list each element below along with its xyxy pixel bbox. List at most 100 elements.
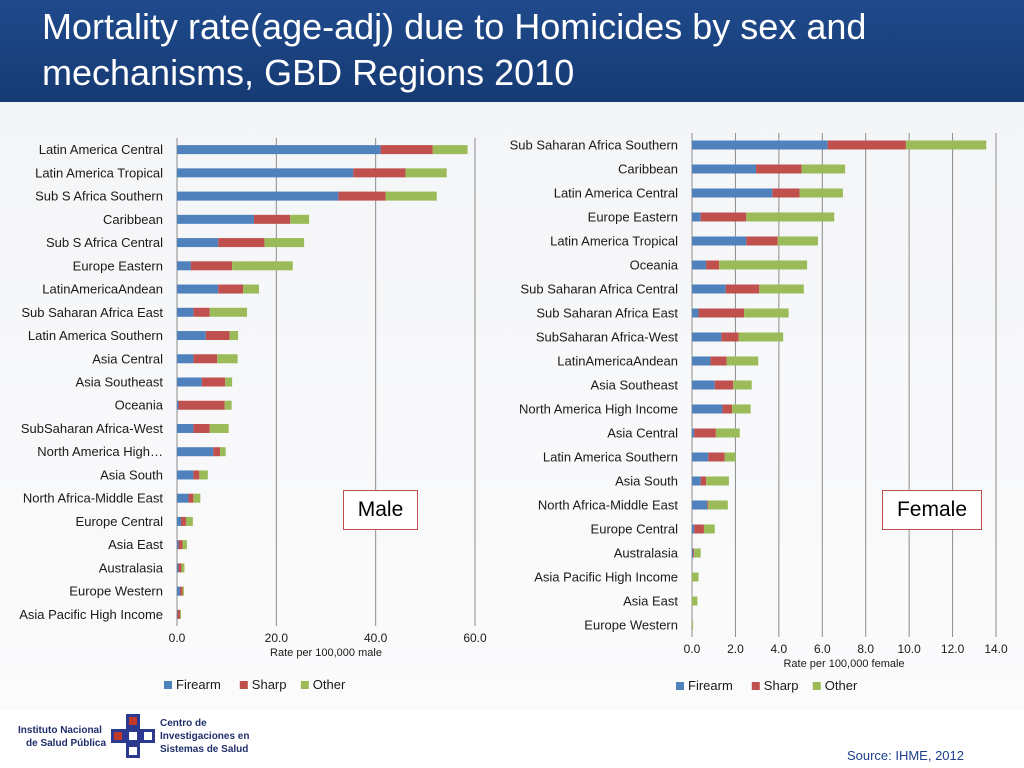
female-bar-other <box>692 596 698 606</box>
male-category-label: Europe Central <box>76 514 164 529</box>
male-bar-other <box>432 145 468 155</box>
male-bar-firearm <box>177 145 381 155</box>
male-bar-firearm <box>177 168 354 178</box>
female-tick-label: 6.0 <box>814 642 831 656</box>
male-bar-sharp <box>193 423 210 433</box>
male-legend-label: Firearm <box>176 677 221 692</box>
female-bar-firearm <box>692 452 709 462</box>
male-bar-firearm <box>177 238 219 248</box>
insp-name-line1: Instituto Nacional <box>18 725 102 736</box>
male-category-label: Sub Saharan Africa East <box>21 305 163 320</box>
male-bar-other <box>225 377 233 387</box>
male-bar-firearm <box>177 284 219 294</box>
female-bar-other <box>759 284 804 294</box>
male-bar-other <box>182 586 184 596</box>
female-category-label: North America High Income <box>519 402 678 417</box>
male-bar-other <box>243 284 259 294</box>
male-bar-firearm <box>177 447 214 457</box>
male-category-label: Asia Central <box>92 351 163 366</box>
female-category-label: Asia Southeast <box>591 378 679 393</box>
male-bar-sharp <box>253 214 291 224</box>
female-bar-sharp <box>694 524 704 534</box>
female-bar-sharp <box>708 452 725 462</box>
male-bar-other <box>224 400 232 410</box>
male-bar-sharp <box>205 331 230 341</box>
male-bar-firearm <box>177 493 189 503</box>
content-background <box>0 102 1024 710</box>
male-bar-other <box>209 423 229 433</box>
female-bar-sharp <box>698 308 745 318</box>
male-legend-swatch <box>239 681 248 689</box>
female-bar-other <box>692 572 699 582</box>
male-category-label: North America High… <box>37 444 163 459</box>
male-bar-sharp <box>190 261 233 271</box>
female-axis-title: Rate per 100,000 female <box>783 658 904 670</box>
male-bar-sharp <box>177 609 180 619</box>
female-category-label: Europe Eastern <box>588 210 678 225</box>
female-bar-sharp <box>700 476 707 486</box>
slide-title: Mortality rate(age-adj) due to Homicides… <box>42 6 867 93</box>
female-bar-other <box>724 452 736 462</box>
female-category-label: Australasia <box>614 546 679 561</box>
institution-logo: Instituto Nacional de Salud Pública Cent… <box>14 712 264 764</box>
male-bar-firearm <box>177 586 180 596</box>
female-bar-firearm <box>692 356 711 366</box>
title-bar: Mortality rate(age-adj) due to Homicides… <box>0 0 1024 102</box>
female-bar-firearm <box>692 428 695 438</box>
female-bar-sharp <box>707 500 709 510</box>
male-bar-other <box>229 331 239 341</box>
female-category-label: Latin America Tropical <box>550 234 678 249</box>
female-category-label: Asia Pacific High Income <box>534 570 678 585</box>
male-bar-sharp <box>380 145 433 155</box>
male-category-label: Latin America Tropical <box>35 165 163 180</box>
female-category-label: Sub Saharan Africa Central <box>520 282 678 297</box>
female-bar-sharp <box>693 548 695 558</box>
female-bar-sharp <box>827 140 906 150</box>
male-bar-sharp <box>218 284 244 294</box>
male-tick-label: 20.0 <box>265 631 289 645</box>
male-bar-sharp <box>179 586 183 596</box>
female-bar-firearm <box>692 524 695 534</box>
female-bar-other <box>801 164 846 174</box>
female-legend-swatch <box>751 682 760 690</box>
female-bar-other <box>777 236 818 246</box>
female-bar-sharp <box>710 356 727 366</box>
male-bar-sharp <box>178 563 182 573</box>
male-tick-label: 40.0 <box>364 631 388 645</box>
male-bar-other <box>193 493 201 503</box>
male-category-label: Australasia <box>99 560 164 575</box>
female-bar-firearm <box>692 284 726 294</box>
male-legend-label: Sharp <box>252 677 287 692</box>
male-bar-firearm <box>177 307 194 317</box>
male-bar-other <box>199 470 208 480</box>
female-bar-firearm <box>692 548 694 558</box>
female-bar-other <box>905 140 987 150</box>
ci-name-line1: Centro de <box>160 718 207 729</box>
male-bar-firearm <box>177 609 178 619</box>
female-category-label: Europe Central <box>591 522 679 537</box>
female-category-label: SubSaharan Africa-West <box>536 330 678 345</box>
female-bar-firearm <box>692 332 722 342</box>
male-category-label: Latin America Southern <box>28 328 163 343</box>
female-category-label: Asia Central <box>607 426 678 441</box>
ci-name-line3: Sistemas de Salud <box>160 744 249 755</box>
female-legend-label: Sharp <box>764 678 799 693</box>
female-tick-label: 10.0 <box>897 642 921 656</box>
male-bar-sharp <box>218 238 265 248</box>
male-category-label: Sub S Africa Southern <box>35 189 163 204</box>
male-category-label: Asia East <box>108 537 163 552</box>
male-bar-other <box>264 238 305 248</box>
female-legend-swatch <box>812 682 821 690</box>
female-label-box: Female <box>882 490 982 530</box>
female-bar-firearm <box>692 164 757 174</box>
male-category-label: Sub S Africa Central <box>46 235 163 250</box>
female-bar-firearm <box>692 500 708 510</box>
female-category-label: Caribbean <box>618 162 678 177</box>
female-bar-other <box>732 404 751 414</box>
male-bar-other <box>181 563 185 573</box>
male-bar-sharp <box>180 516 186 526</box>
male-category-label: Europe Eastern <box>73 258 163 273</box>
male-category-label: Europe Western <box>69 584 163 599</box>
male-bar-other <box>405 168 447 178</box>
